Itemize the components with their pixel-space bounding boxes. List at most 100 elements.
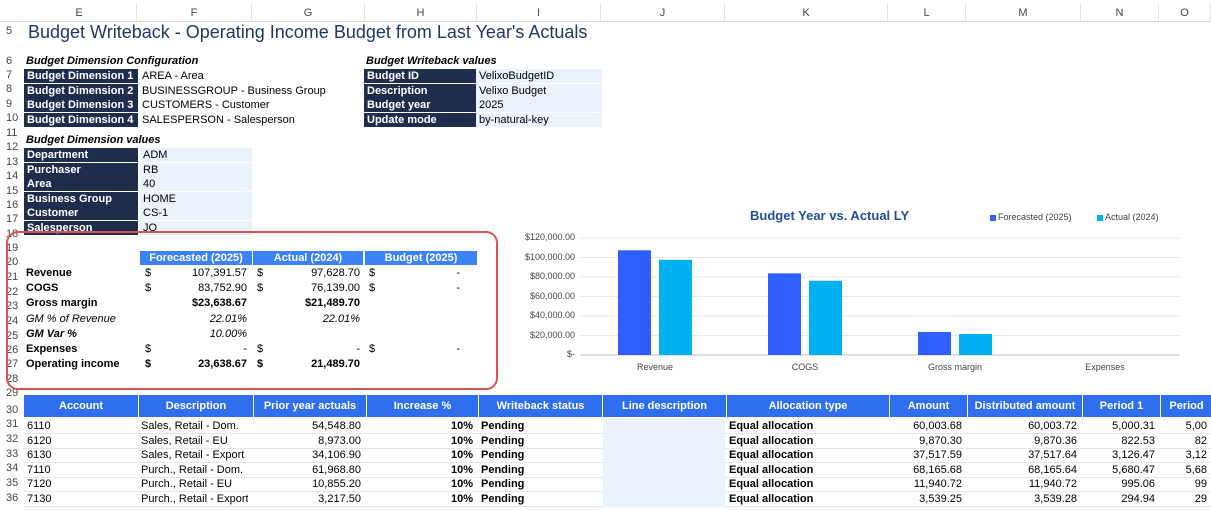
grid-cell[interactable] <box>603 433 725 449</box>
row-number: 25 <box>6 330 19 342</box>
grid-cell: Sales, Retail - Export <box>141 449 245 462</box>
grid-header[interactable]: Description <box>139 395 254 417</box>
column-header-n[interactable]: N <box>1081 4 1159 22</box>
grid-cell: 99 <box>1194 478 1207 491</box>
highlight-box <box>6 231 498 390</box>
grid-cell: 7130 <box>27 493 52 505</box>
forecast-value: $23,638.67 <box>191 297 247 310</box>
budget-value[interactable]: - <box>456 282 460 295</box>
row-number: 35 <box>6 477 19 489</box>
currency-sign: $ <box>257 343 264 355</box>
actual-value: 76,139.00 <box>311 282 360 295</box>
dimvalue-label: Department <box>24 148 138 162</box>
grid-cell: 6120 <box>27 434 52 447</box>
bar-forecast-revenue <box>618 250 651 355</box>
grid-cell: 8,973.00 <box>318 434 361 447</box>
grid-cell: 822.53 <box>1121 434 1155 447</box>
grid-header[interactable]: Account <box>24 395 139 417</box>
grid-cell: 6130 <box>27 449 52 462</box>
row-number: 9 <box>6 98 13 110</box>
grid-cell: 5,00 <box>1185 420 1207 432</box>
writeback-value[interactable]: Velixo Budget <box>476 83 602 98</box>
grid-cell[interactable] <box>603 448 725 463</box>
grid-cell[interactable]: 10% <box>450 434 473 447</box>
grid-header[interactable]: Period <box>1161 395 1211 417</box>
grid-header[interactable]: Prior year actuals <box>254 395 367 417</box>
grid-cell[interactable]: 10% <box>450 449 473 462</box>
writeback-value[interactable]: VelixoBudgetID <box>476 69 602 83</box>
currency-sign: $ <box>145 282 152 295</box>
grid-header[interactable]: Allocation type <box>727 395 890 417</box>
grid-cell[interactable] <box>603 419 725 434</box>
grid-cell[interactable]: 10% <box>450 463 473 476</box>
column-header-l[interactable]: L <box>888 4 966 22</box>
column-header-f[interactable]: F <box>137 4 252 22</box>
column-header-m[interactable]: M <box>966 4 1081 22</box>
actual-value: 97,628.70 <box>311 267 360 279</box>
dimvalue-input[interactable]: HOME <box>140 191 252 206</box>
grid-cell: Equal allocation <box>729 478 814 491</box>
summary-row-label: Gross margin <box>26 297 98 310</box>
row-number: 16 <box>6 199 19 211</box>
grid-cell[interactable] <box>603 477 725 492</box>
writeback-value[interactable]: 2025 <box>476 98 602 112</box>
grid-cell: 60,003.72 <box>1028 420 1077 432</box>
y-tick-label: $- <box>566 349 575 359</box>
grid-row-line <box>24 447 1211 449</box>
currency-sign: $ <box>257 267 264 279</box>
dimvalue-input[interactable]: RB <box>140 162 252 177</box>
actual-value: 21,489.70 <box>311 358 360 371</box>
config-value[interactable]: AREA - Area <box>142 70 204 82</box>
grid-cell: Purch., Retail - Export <box>141 493 248 505</box>
grid-cell[interactable]: 10% <box>450 493 473 505</box>
grid-cell: 3,539.28 <box>1034 493 1077 505</box>
grid-cell[interactable]: 10% <box>450 420 473 432</box>
grid-cell[interactable] <box>603 492 725 507</box>
x-tick-label: Revenue <box>636 362 674 372</box>
config-value[interactable]: BUSINESSGROUP - Business Group <box>142 84 326 97</box>
budget-value[interactable]: - <box>456 267 460 279</box>
dimvalue-input[interactable]: ADM <box>140 148 252 162</box>
summary-header: Budget (2025) <box>365 251 477 265</box>
grid-header[interactable]: Distributed amount <box>968 395 1083 417</box>
grid-header[interactable]: Increase % <box>367 395 479 417</box>
summary-row-label: Expenses <box>26 343 78 355</box>
grid-header[interactable]: Amount <box>890 395 968 417</box>
grid-header[interactable]: Line description <box>603 395 727 417</box>
grid-cell: 7120 <box>27 478 52 491</box>
column-header-e[interactable]: E <box>22 4 137 22</box>
actual-value: $21,489.70 <box>304 297 360 310</box>
summary-header: Forecasted (2025) <box>140 251 252 265</box>
grid-header[interactable]: Period 1 <box>1083 395 1161 417</box>
grid-cell[interactable] <box>603 462 725 478</box>
grid-cell: Sales, Retail - Dom. <box>141 420 239 432</box>
grid-cell: 54,548.80 <box>312 420 361 432</box>
column-header-i[interactable]: I <box>477 4 601 22</box>
column-header-h[interactable]: H <box>365 4 477 22</box>
row-number: 13 <box>6 156 19 168</box>
grid-cell[interactable]: 10% <box>450 478 473 491</box>
grid-row-line <box>24 462 1211 464</box>
y-tick-label: $120,000.00 <box>524 232 575 242</box>
config-value[interactable]: CUSTOMERS - Customer <box>142 99 270 111</box>
forecast-value: 23,638.67 <box>198 358 247 371</box>
dimvalue-label: Area <box>24 177 138 191</box>
grid-cell: Pending <box>481 434 525 447</box>
column-header-g[interactable]: G <box>252 4 365 22</box>
column-header-k[interactable]: K <box>725 4 888 22</box>
dimvalue-label: Business Group <box>24 191 138 206</box>
grid-cell: Equal allocation <box>729 493 814 505</box>
currency-sign: $ <box>369 282 376 295</box>
budget-value[interactable]: - <box>456 343 460 355</box>
writeback-heading: Budget Writeback values <box>366 55 497 67</box>
column-header-j[interactable]: J <box>601 4 725 22</box>
dimvalue-input[interactable]: CS-1 <box>140 206 252 220</box>
dimvalue-input[interactable]: 40 <box>140 177 252 191</box>
config-value[interactable]: SALESPERSON - Salesperson <box>142 113 295 126</box>
writeback-value[interactable]: by-natural-key <box>476 112 602 127</box>
grid-header[interactable]: Writeback status <box>479 395 603 417</box>
grid-cell: 995.06 <box>1121 478 1155 491</box>
row-number: 27 <box>6 358 19 370</box>
